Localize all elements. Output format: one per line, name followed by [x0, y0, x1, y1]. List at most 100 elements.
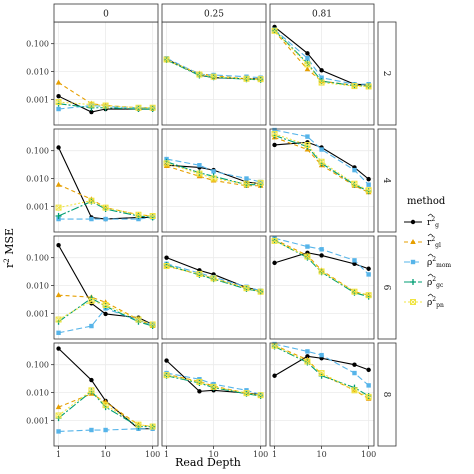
x-tick-label: 10	[101, 450, 111, 459]
panel-border	[269, 128, 375, 233]
legend-entry-pn: ρ2pn	[404, 293, 444, 309]
panels-layer	[53, 21, 375, 447]
y-tick-label: 0.010	[26, 68, 49, 77]
legend-hat-accent	[427, 213, 434, 217]
data-point-g	[197, 389, 202, 394]
panel-r3-c0	[53, 342, 159, 447]
data-point-pn	[351, 288, 358, 295]
series-line-pn	[58, 101, 153, 109]
data-point-mom	[305, 134, 310, 139]
data-point-pn	[243, 285, 250, 292]
data-point-g	[366, 176, 371, 182]
data-point-pn	[257, 76, 264, 83]
data-point-mom	[103, 427, 108, 433]
y-tick-label: 0.001	[26, 95, 49, 104]
col-strip-label: 0	[103, 10, 109, 20]
data-point-pn	[365, 292, 372, 299]
data-point-pn	[149, 321, 156, 328]
series-pn	[163, 372, 264, 399]
series-line-pn	[166, 59, 261, 80]
data-point-pn	[88, 297, 95, 304]
y-axis-title-sup: 2	[3, 258, 11, 262]
series-pn	[55, 387, 156, 430]
panel-border	[53, 342, 159, 447]
row-strip-2: 6	[377, 235, 397, 340]
legend-sup: 2	[431, 236, 435, 243]
y-tick-label: 0.001	[26, 416, 49, 425]
data-point-mom	[352, 370, 357, 376]
x-tick-label: 10	[317, 450, 327, 459]
data-point-pn	[135, 316, 142, 323]
data-point-gl	[304, 66, 311, 72]
panel-grid	[54, 22, 158, 125]
data-point-g	[305, 354, 310, 359]
data-point-gl	[55, 292, 62, 298]
legend-key-marker	[410, 259, 416, 265]
panel-r2-c1	[161, 235, 267, 340]
legend-sup: 2	[432, 296, 436, 303]
data-point-pn	[351, 180, 358, 187]
data-point-mom	[89, 323, 94, 329]
panel-r0-c0	[53, 21, 159, 126]
series-line-pn	[274, 345, 369, 398]
data-point-mom	[305, 244, 310, 249]
panel-r2-c2	[269, 235, 375, 340]
series-pn	[271, 342, 372, 400]
facet-strips: 0 0.25 0.81 2 4 6 8	[53, 3, 397, 447]
data-point-pn	[271, 27, 278, 34]
data-point-pn	[271, 237, 278, 244]
data-point-mom	[366, 272, 371, 277]
data-point-pn	[304, 253, 311, 260]
legend-sub: gl	[435, 242, 441, 249]
data-point-pn	[55, 204, 62, 211]
data-point-mom	[211, 169, 216, 174]
legend-key-marker	[410, 279, 416, 285]
series-line-gc	[274, 29, 369, 87]
legend-label: r2gl	[427, 236, 441, 249]
row-strip-label: 4	[381, 178, 391, 184]
data-point-g	[319, 68, 324, 73]
legend-entry-mom: ρ2mom	[404, 253, 451, 269]
legend-label: ρ2gc	[427, 276, 444, 289]
row-strip-3: 8	[377, 342, 397, 447]
y-tick-label: 0.100	[26, 147, 49, 156]
panel-r3-c1	[161, 342, 267, 447]
legend-hat-accent	[427, 253, 434, 257]
data-point-pn	[135, 211, 142, 218]
data-point-gl	[55, 404, 62, 410]
data-point-pn	[351, 387, 358, 394]
legend-sup: 2	[431, 216, 435, 223]
panel-border	[161, 342, 267, 447]
series-pn	[271, 237, 372, 299]
data-point-g	[366, 367, 371, 373]
panel-r1-c1	[161, 128, 267, 233]
series-pn	[163, 263, 264, 295]
data-point-mom	[244, 176, 249, 181]
data-point-pn	[271, 130, 278, 137]
data-point-pn	[196, 71, 203, 78]
data-point-g	[164, 255, 169, 260]
data-point-g	[56, 93, 61, 99]
row-strip-label: 6	[381, 285, 391, 291]
data-point-mom	[103, 216, 108, 222]
data-point-pn	[163, 56, 170, 63]
data-point-pn	[318, 158, 325, 165]
panel-r3-c2	[269, 341, 375, 447]
data-point-pn	[102, 204, 109, 211]
y-tick-label: 0.010	[26, 175, 49, 184]
x-tick-label: 10	[209, 450, 219, 459]
axes-ticks: 0.001 0.010 0.100 0.001 0.010 0.100 0.001 0.010…	[26, 40, 376, 459]
data-point-pn	[149, 213, 156, 220]
data-point-pn	[88, 387, 95, 394]
panel-border	[161, 128, 267, 233]
data-point-pn	[210, 175, 217, 182]
data-point-mom	[366, 182, 371, 187]
panel-r0-c2	[269, 21, 375, 126]
data-point-pn	[135, 104, 142, 111]
data-point-mom	[89, 216, 94, 222]
data-point-mom	[56, 106, 61, 112]
data-point-mom	[56, 429, 61, 434]
data-point-pn	[55, 412, 62, 419]
